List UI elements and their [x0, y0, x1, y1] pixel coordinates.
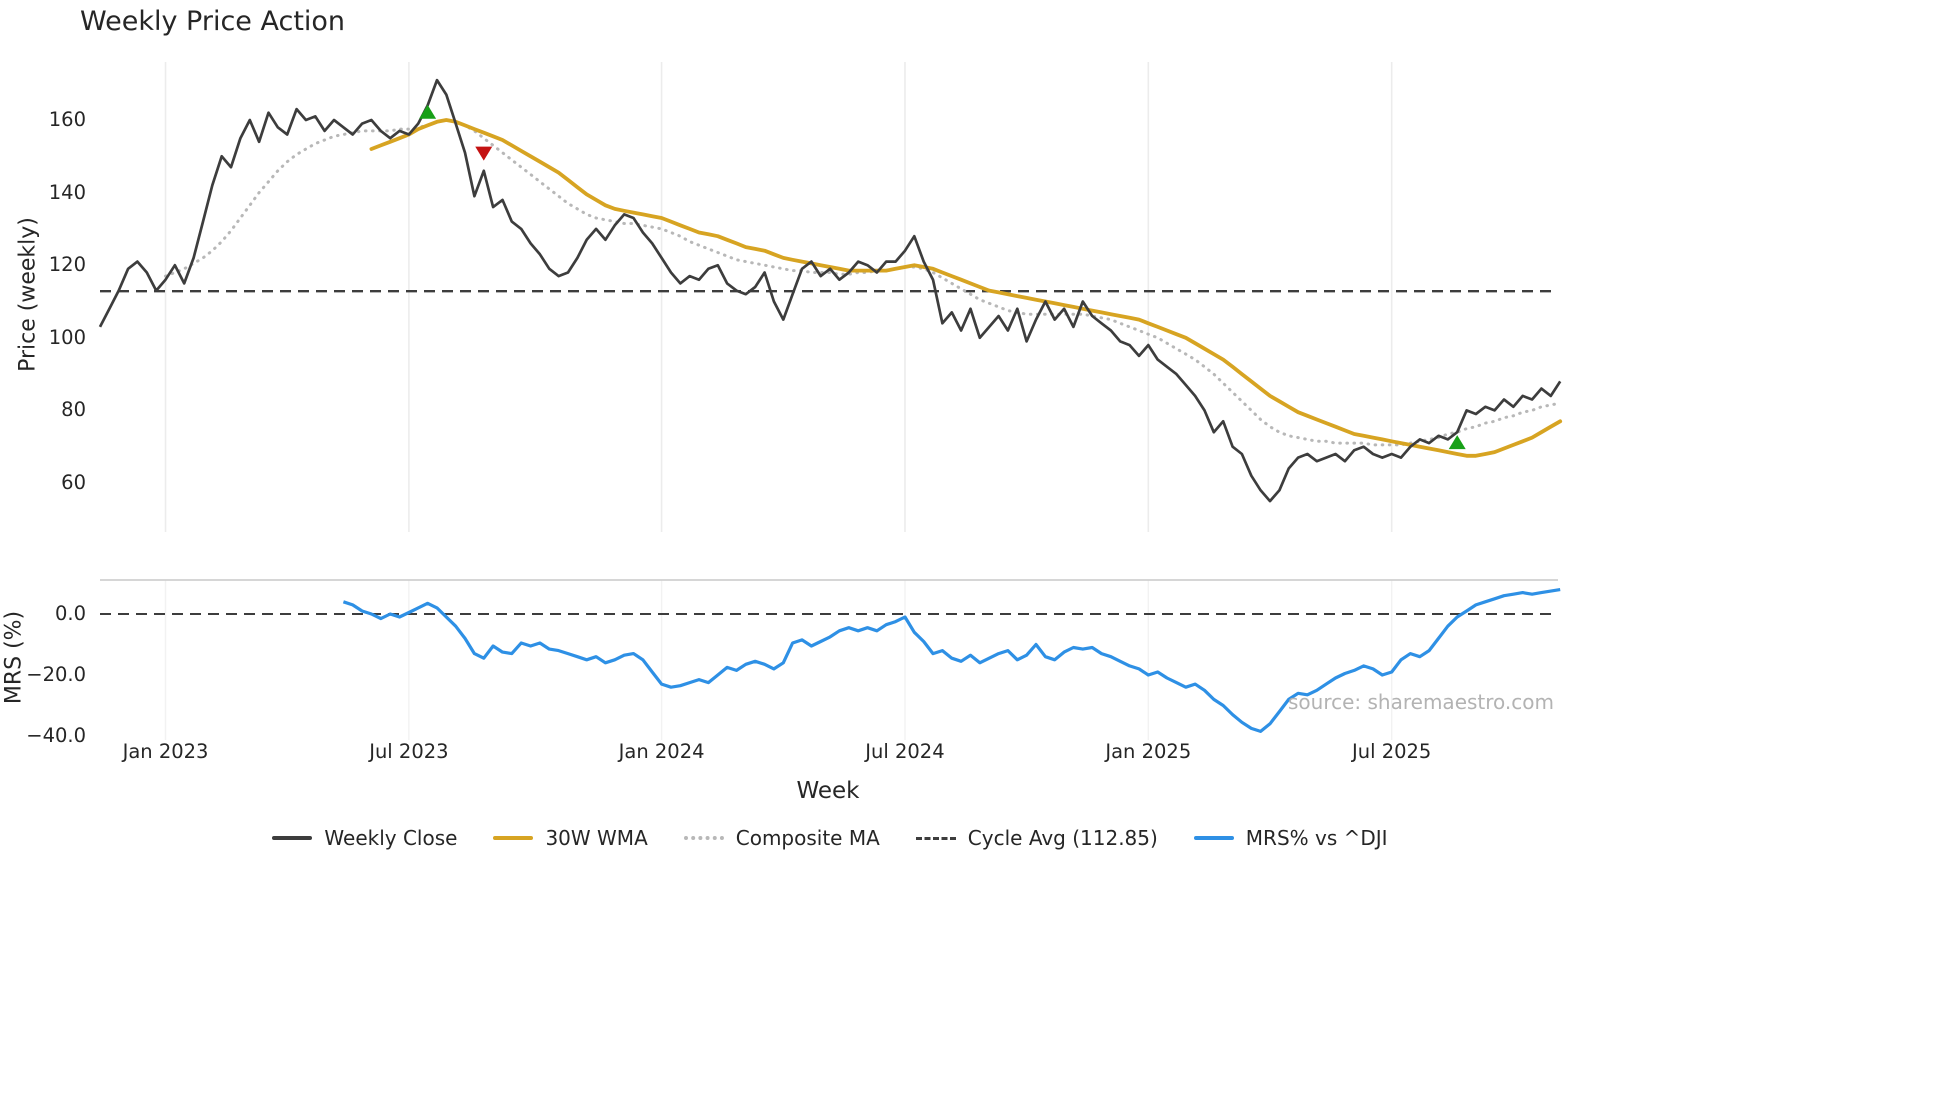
- wma-30w-line: [369, 118, 1563, 458]
- legend-line-swatch: [493, 836, 534, 840]
- price-y-tick-label: 140: [48, 180, 86, 204]
- weekly-close-line: [98, 78, 1562, 503]
- price-y-tick-label: 160: [48, 108, 86, 131]
- x-axis-label: Week: [796, 778, 860, 804]
- price-y-tick-label: 120: [48, 253, 86, 277]
- sell-signal-marker: [475, 146, 493, 161]
- legend-label: 30W WMA: [545, 826, 648, 850]
- legend-label: Weekly Close: [324, 826, 458, 850]
- price-y-tick-label: 80: [61, 398, 86, 422]
- buy-signal-marker: [1448, 435, 1466, 450]
- buy-signal-marker: [419, 104, 437, 119]
- legend-line-swatch: [683, 836, 724, 840]
- x-tick-label: Jul 2024: [865, 740, 945, 763]
- legend-line-swatch: [915, 836, 956, 840]
- price-y-tick-label: 60: [61, 471, 86, 494]
- legend-line-swatch: [1193, 836, 1234, 840]
- composite-ma-line: [164, 118, 1562, 447]
- mrs-y-tick-label: −40.0: [26, 724, 86, 747]
- watermark: source: sharemaestro.com: [1288, 690, 1554, 714]
- legend: Weekly Close 30W WMA Composite MA Cycle Avg…: [100, 826, 1560, 850]
- legend-item: Weekly Close: [272, 826, 457, 850]
- mrs-y-tick-label: −20.0: [26, 663, 86, 686]
- x-tick-label: Jan 2023: [122, 740, 209, 763]
- mrs-y-tick-label: 0.0: [54, 602, 86, 625]
- legend-item: 30W WMA: [493, 826, 648, 850]
- x-tick-label: Jul 2025: [1351, 740, 1432, 763]
- x-tick-label: Jul 2023: [369, 740, 449, 763]
- chart-title: Weekly Price Action: [80, 6, 346, 37]
- legend-label: Composite MA: [735, 826, 880, 850]
- legend-item: Cycle Avg (112.85): [915, 826, 1158, 850]
- legend-label: MRS% vs ^DJI: [1245, 826, 1388, 850]
- legend-item: MRS% vs ^DJI: [1193, 826, 1388, 850]
- legend-label: Cycle Avg (112.85): [967, 826, 1158, 850]
- legend-item: Composite MA: [683, 826, 880, 850]
- x-tick-label: Jan 2024: [618, 740, 705, 763]
- x-tick-label: Jan 2025: [1105, 740, 1192, 763]
- mrs-line: [342, 588, 1561, 734]
- legend-line-swatch: [272, 836, 313, 840]
- price-y-tick-label: 100: [48, 325, 86, 349]
